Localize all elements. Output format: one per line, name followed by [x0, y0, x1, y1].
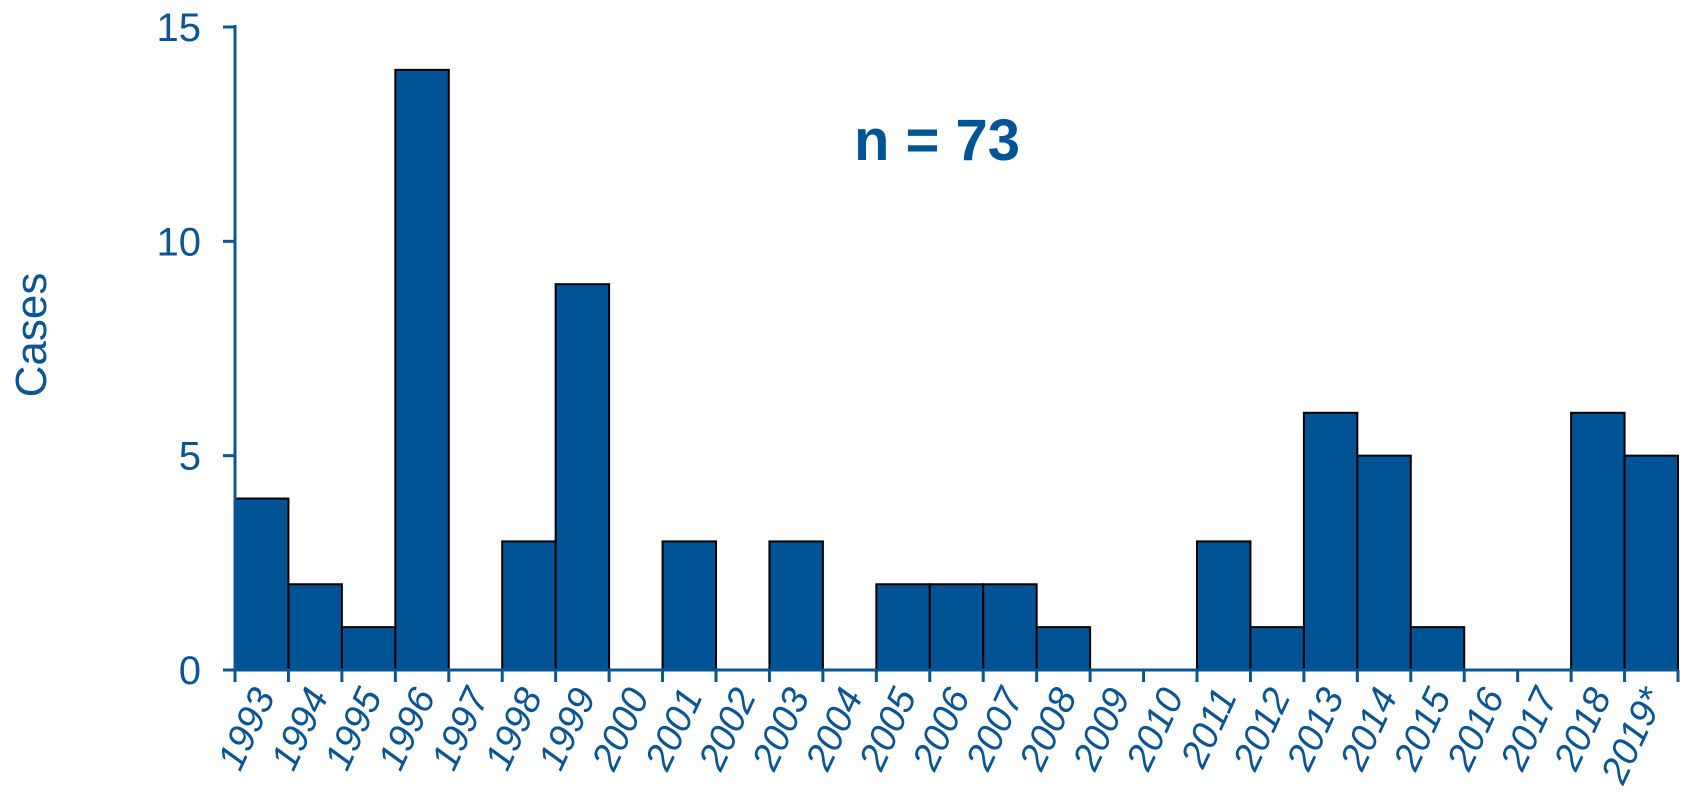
bar-1996	[394, 68, 450, 672]
bar-2013	[1302, 411, 1359, 671]
sample-size-annotation: n = 73	[854, 108, 1020, 173]
bar-2011	[1196, 540, 1252, 672]
bar-2012	[1249, 626, 1305, 672]
y-tick-label-15: 15	[157, 6, 202, 50]
y-tick-label-0: 0	[179, 649, 201, 693]
bar-1998	[501, 540, 557, 672]
bar-2014	[1356, 454, 1412, 671]
y-tick-label-5: 5	[179, 435, 201, 479]
bar-2005	[875, 583, 931, 671]
bars-group	[234, 68, 1679, 672]
bar-1993	[234, 497, 290, 671]
bar-2018	[1570, 411, 1626, 671]
bar-2019*	[1623, 454, 1679, 671]
bar-2008	[1035, 626, 1092, 672]
bar-2007	[982, 583, 1038, 671]
bar-1994	[287, 583, 343, 671]
y-axis: 0 5 10 15	[157, 6, 237, 693]
bar-2001	[661, 540, 717, 672]
y-axis-label: Cases	[7, 273, 56, 398]
bar-2015	[1409, 626, 1466, 672]
bar-1999	[554, 283, 611, 671]
y-tick-label-10: 10	[157, 220, 202, 264]
bar-2006	[928, 583, 985, 671]
x-axis: 1993199419951996199719981999200020012002…	[210, 668, 1680, 791]
bar-2003	[768, 540, 824, 672]
bar-1995	[340, 626, 397, 672]
